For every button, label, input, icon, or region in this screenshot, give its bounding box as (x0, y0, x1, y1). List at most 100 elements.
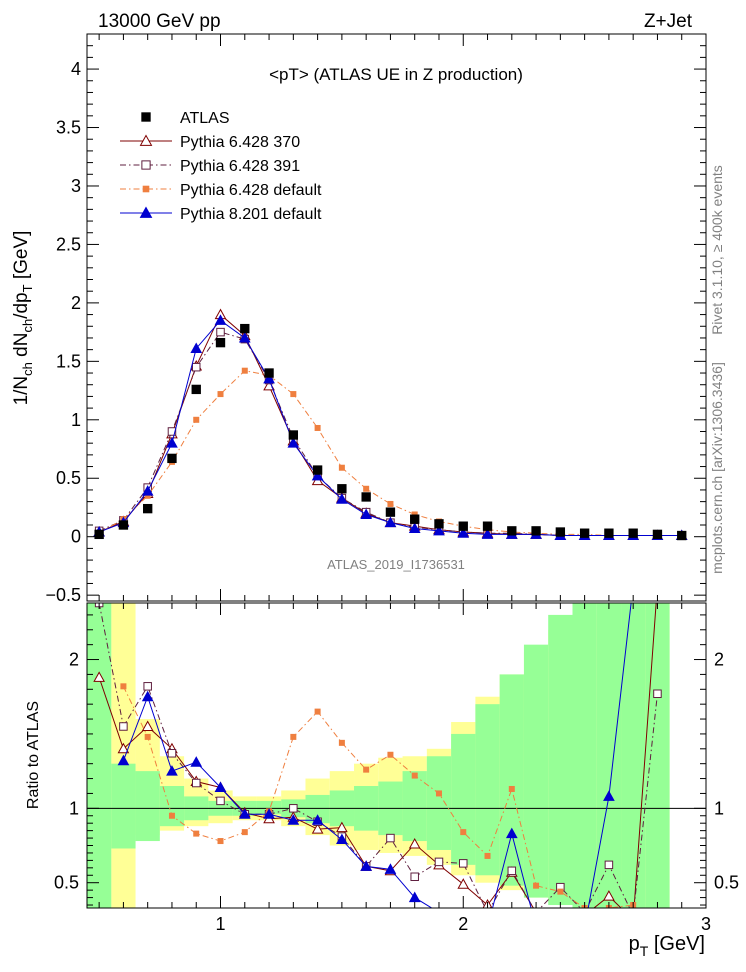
series-point-p8def (166, 437, 178, 448)
data-point-atlas (652, 529, 663, 540)
ratio-ticks: 0.5 0.5 1 1 2 2 1 2 3 (54, 603, 739, 934)
band-green (159, 786, 185, 827)
x-tick-label: 2 (458, 914, 468, 934)
data-point-atlas (410, 514, 420, 524)
x-tick-label: 1 (216, 914, 226, 934)
ratio-point-p6def (363, 766, 370, 773)
series-point-p6def (290, 391, 297, 398)
data-point-atlas (167, 453, 177, 464)
legend-marker-p370 (139, 134, 153, 146)
ratio-point-p6def (557, 888, 564, 895)
data-point-atlas (677, 530, 687, 541)
ratio-point-p8def (580, 922, 590, 931)
series-point-p391 (216, 327, 225, 337)
analysis-label: ATLAS_2019_I1736531 (327, 557, 465, 572)
series-point-p6def (144, 492, 151, 499)
chart-title: <pT> (ATLAS UE in Z production) (269, 65, 523, 84)
main-ytick-label: 0 (71, 527, 81, 547)
series-point-p8def (384, 516, 397, 528)
main-ytick-label: 4 (71, 59, 81, 79)
ratio-point-p8def (117, 754, 130, 766)
main-ytick-label: 2 (71, 293, 81, 313)
series-point-p6def (338, 464, 345, 471)
ratio-point-p391 (434, 857, 444, 867)
ratio-line-p6def (122, 686, 634, 908)
main-ytick-label: 1 (71, 410, 81, 430)
ratio-point-p370 (336, 821, 348, 833)
ratio-data-layer (87, 580, 706, 931)
main-ytick-label: 0.5 (56, 468, 81, 488)
series-point-p8def (238, 331, 251, 343)
ratio-point-p8def (311, 814, 324, 825)
ratio-ytick-label: 2 (69, 650, 79, 670)
ratio-ytick-label-right: 1 (714, 798, 724, 818)
ratio-point-p6def (314, 708, 321, 715)
band-green (111, 763, 136, 849)
main-ytick-label: −0.5 (45, 585, 81, 605)
band-green (645, 603, 670, 908)
ratio-point-p391 (581, 909, 589, 917)
legend-label-p391: Pythia 6.428 391 (180, 158, 300, 175)
band-green (87, 603, 112, 908)
ratio-point-p391 (484, 909, 492, 917)
ratio-point-p391 (629, 912, 637, 920)
ratio-point-p8def (505, 827, 518, 839)
ratio-point-p8def (287, 814, 300, 825)
ratio-point-p370 (141, 720, 154, 731)
data-point-atlas (507, 526, 517, 536)
band-green (426, 756, 452, 850)
series-point-p6def (387, 500, 394, 507)
data-point-atlas (240, 323, 250, 334)
ratio-ytick-label-right: 2 (714, 650, 724, 670)
ratio-point-p391 (167, 749, 177, 758)
data-point-atlas (191, 384, 201, 395)
ratio-point-p370 (311, 823, 324, 834)
legend-marker-p6def (142, 185, 150, 193)
series-point-p8def (141, 485, 154, 496)
series-point-p8def (408, 522, 421, 534)
series-point-p6def (217, 391, 224, 398)
series-point-p8def (481, 528, 494, 539)
main-frame (86, 33, 707, 602)
ratio-point-p8def (628, 580, 638, 589)
legend-label-p370: Pythia 6.428 370 (180, 134, 300, 151)
x-axis-label: pT [GeV] (629, 933, 705, 959)
ratio-line-p8def (122, 603, 632, 908)
series-point-p6def (363, 485, 370, 492)
ratio-point-p8def (166, 765, 178, 776)
ratio-point-p391 (216, 796, 225, 806)
series-point-p8def (287, 437, 300, 448)
ratio-point-p391 (507, 866, 517, 876)
ratio-point-p370 (93, 671, 105, 682)
series-point-p8def (360, 508, 373, 519)
main-ticks: −0.5 0 0.5 1 1.5 2 2.5 3 3.5 4 (45, 33, 707, 605)
data-point-atlas (288, 430, 299, 440)
data-point-atlas (361, 492, 371, 502)
ratio-point-p6def (508, 785, 515, 792)
ratio-point-p391 (191, 778, 201, 788)
ratio-point-p370 (117, 742, 130, 754)
process-label: Z+Jet (644, 11, 693, 32)
legend: ATLAS Pythia 6.428 370 Pythia 6.428 391 Pyt… (120, 110, 322, 223)
main-ytick-label: 3 (71, 176, 81, 196)
data-point-atlas (385, 507, 396, 517)
main-ytick-label: 1.5 (56, 351, 81, 371)
band-green (475, 704, 500, 876)
ratio-point-p8def (384, 863, 397, 874)
energy-label: 13000 GeV pp (98, 11, 221, 32)
ratio-point-p6def (411, 772, 418, 779)
data-point-atlas (312, 465, 323, 475)
data-point-atlas (118, 520, 129, 530)
ratio-point-p370 (628, 915, 638, 924)
ratio-point-p391 (143, 682, 152, 691)
ratio-point-p391 (459, 859, 468, 868)
ratio-ytick-label: 0.5 (54, 873, 79, 893)
series-point-p391 (167, 427, 177, 436)
ratio-panel: 0.5 0.5 1 1 2 2 1 2 3 Ratio to ATLAS pT [GeV] (25, 580, 739, 959)
ratio-point-p6def (460, 829, 467, 836)
series-point-p8def (311, 469, 324, 481)
band-green (523, 644, 549, 898)
ratio-point-p391 (386, 833, 395, 843)
band-green (499, 674, 524, 886)
